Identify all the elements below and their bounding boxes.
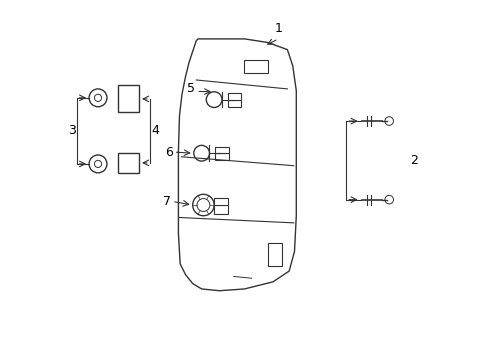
Bar xyxy=(267,243,282,266)
Bar xyxy=(227,100,241,108)
Text: 5: 5 xyxy=(187,82,195,95)
Bar xyxy=(215,153,228,160)
Text: 1: 1 xyxy=(274,22,282,35)
Bar xyxy=(214,205,228,214)
Bar xyxy=(118,153,139,173)
Text: 7: 7 xyxy=(163,195,171,208)
Bar xyxy=(214,198,228,205)
Text: 3: 3 xyxy=(67,124,75,137)
Bar xyxy=(215,148,228,153)
Text: 2: 2 xyxy=(410,154,418,167)
Text: 4: 4 xyxy=(151,124,159,137)
Bar xyxy=(244,60,267,73)
Text: 6: 6 xyxy=(165,146,173,159)
Bar xyxy=(227,93,241,100)
Bar xyxy=(118,85,139,112)
